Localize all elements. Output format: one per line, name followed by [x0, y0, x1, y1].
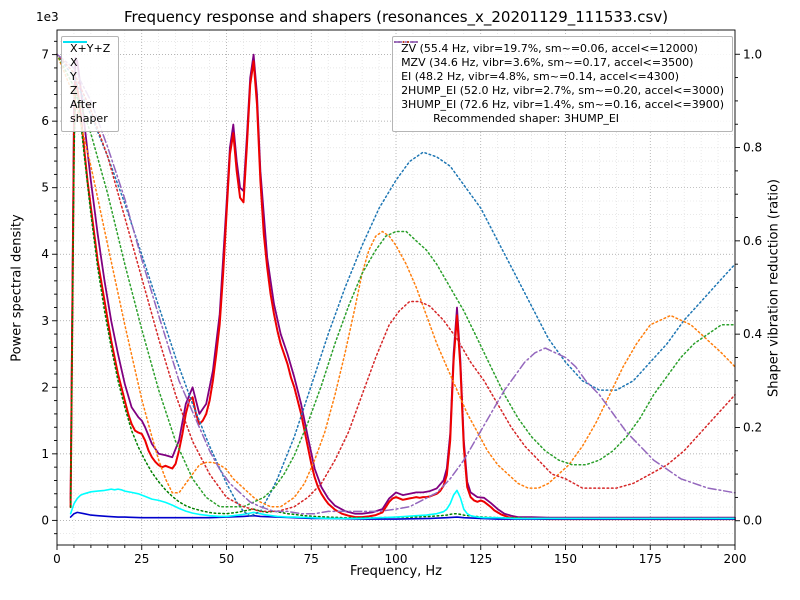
- legend-line-sample: [394, 41, 419, 43]
- legend-item-y: Y: [63, 41, 110, 84]
- legend-label: 3HUMP_EI (72.6 Hz, vibr=1.4%, sm~=0.16, …: [401, 98, 724, 111]
- legend-line-sample: [63, 41, 87, 43]
- tick-label: 3: [41, 314, 49, 328]
- tick-label: 200: [724, 552, 747, 566]
- tick-label: 25: [134, 552, 149, 566]
- legend-label: Y: [70, 70, 77, 83]
- tick-label: 4: [41, 247, 49, 261]
- legend-label: MZV (34.6 Hz, vibr=3.6%, sm~=0.17, accel…: [401, 56, 694, 69]
- series-X+Y+Z: [69, 53, 736, 519]
- tick-label: 6: [41, 114, 49, 128]
- legend-label: After shaper: [70, 98, 108, 125]
- tick-label: 0.4: [743, 327, 762, 341]
- legend-item-mzv: MZV (34.6 Hz, vibr=3.6%, sm~=0.17, accel…: [394, 41, 724, 70]
- tick-label: 0.2: [743, 420, 762, 434]
- psd-legend: X+Y+Z X Y Z After shaper: [61, 36, 120, 132]
- tick-label: 7: [41, 48, 49, 62]
- legend-item-3hump-ei: 3HUMP_EI (72.6 Hz, vibr=1.4%, sm~=0.16, …: [394, 41, 724, 112]
- legend-item-zv: ZV (55.4 Hz, vibr=19.7%, sm~=0.06, accel…: [394, 41, 724, 56]
- tick-label: 1: [41, 447, 49, 461]
- y-axis-multiplier: 1e3: [36, 10, 59, 24]
- legend-label: 2HUMP_EI (52.0 Hz, vibr=2.7%, sm~=0.20, …: [401, 84, 724, 97]
- tick-label: 0.8: [743, 141, 762, 155]
- legend-item-z: Z: [63, 41, 110, 98]
- tick-label: 2: [41, 380, 49, 394]
- legend-item-2hump-ei: 2HUMP_EI (52.0 Hz, vibr=2.7%, sm~=0.20, …: [394, 41, 724, 98]
- y-axis-label-left: Power spectral density: [9, 214, 25, 362]
- series-ZV: [56, 53, 736, 517]
- tick-label: 0.6: [743, 234, 762, 248]
- tick-label: 175: [639, 552, 662, 566]
- series-3HUMP_EI: [56, 53, 736, 515]
- series-X: [69, 60, 736, 521]
- tick-label: 0: [41, 513, 49, 527]
- recommended-shaper-text: Recommended shaper: 3HUMP_EI: [433, 112, 620, 125]
- legend-label: Z: [70, 84, 78, 97]
- x-axis-label: Frequency, Hz: [349, 564, 443, 579]
- shaper-legend-items: ZV (55.4 Hz, vibr=19.7%, sm~=0.06, accel…: [394, 41, 724, 112]
- legend-label: EI (48.2 Hz, vibr=4.8%, sm~=0.14, accel<…: [401, 70, 680, 83]
- tick-label: 50: [219, 552, 234, 566]
- tick-label: 75: [304, 552, 319, 566]
- legend-label: X+Y+Z: [70, 42, 111, 55]
- chart-title: Frequency response and shapers (resonanc…: [123, 8, 669, 26]
- legend-item-ei: EI (48.2 Hz, vibr=4.8%, sm~=0.14, accel<…: [394, 41, 724, 84]
- legend-label: ZV (55.4 Hz, vibr=19.7%, sm~=0.06, accel…: [401, 42, 698, 55]
- tick-label: 100: [385, 552, 408, 566]
- tick-label: 1.0: [743, 47, 762, 61]
- tick-label: 0: [53, 552, 61, 566]
- series-Z: [69, 511, 736, 520]
- tick-label: 5: [41, 181, 49, 195]
- y-axis-label-right: Shaper vibration reduction (ratio): [766, 179, 782, 397]
- legend-item-after-shaper: After shaper: [63, 41, 110, 126]
- legend-label: X: [70, 56, 78, 69]
- series-2HUMP_EI: [56, 53, 736, 513]
- tick-label: 125: [469, 552, 492, 566]
- series-EI: [56, 53, 736, 508]
- tick-label: 0.0: [743, 514, 762, 528]
- series-MZV: [56, 53, 736, 508]
- legend-item-x: X: [63, 41, 110, 70]
- tick-label: 150: [554, 552, 577, 566]
- shaper-legend: ZV (55.4 Hz, vibr=19.7%, sm~=0.06, accel…: [392, 36, 733, 132]
- series-Y: [69, 90, 736, 520]
